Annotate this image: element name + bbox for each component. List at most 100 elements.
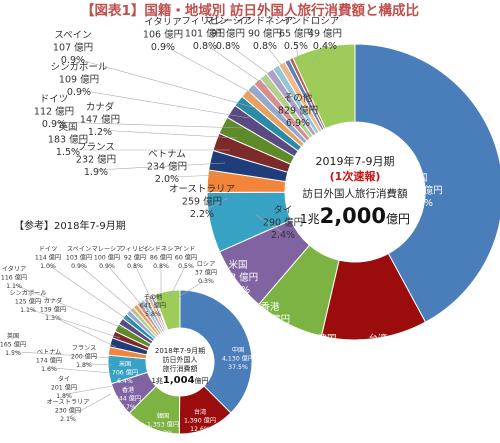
leader-line-1-10	[52, 316, 117, 348]
slice-amount-1-4: 706 億円	[112, 369, 138, 377]
slice-amount-1-20: 641 億円	[140, 302, 166, 310]
slice-amount-1-6: 230 億円	[55, 407, 81, 415]
slice-pct-1-10: 1.3%	[45, 315, 61, 322]
slice-amount-1-2: 1,353 億円	[147, 421, 179, 429]
leader-line-1-16	[134, 264, 154, 305]
leader-line-0-5	[255, 214, 284, 234]
slice-label-0-2: 韓国	[317, 334, 336, 345]
slice-label-0-19: ロシア	[311, 16, 340, 27]
center-label-ref-2: 旅行消費額	[163, 364, 198, 373]
slice-label-1-4: 米国	[119, 360, 131, 368]
slice-1-20	[153, 289, 181, 331]
slice-pct-1-20: 5.8%	[145, 311, 161, 318]
slice-pct-0-10: 1.2%	[88, 127, 112, 138]
slice-amount-0-6: 259 億円	[182, 196, 222, 208]
slice-amount-1-19: 37 億円	[195, 269, 217, 277]
slice-label-1-5: タイ	[58, 375, 70, 383]
slice-pct-0-7: 2.0%	[155, 174, 179, 185]
leader-line-1-15	[106, 264, 146, 310]
slice-pct-1-3: 7.7%	[120, 404, 136, 411]
slice-amount-0-8: 232 億円	[76, 154, 116, 166]
slice-pct-1-16: 0.8%	[127, 263, 143, 270]
leader-line-1-5	[63, 385, 113, 395]
slice-label-0-3: 香港	[260, 301, 280, 313]
slice-amount-1-11: 125 億円	[15, 298, 41, 306]
slice-amount-1-13: 114 億円	[35, 254, 61, 262]
slice-pct-0-18: 0.5%	[284, 41, 308, 52]
leader-line-1-11	[27, 308, 121, 339]
slice-pct-1-1: 12.6%	[190, 426, 210, 433]
slice-pct-1-15: 0.9%	[99, 263, 115, 270]
slice-pct-1-6: 2.1%	[60, 416, 76, 423]
slice-pct-1-19: 0.3%	[198, 278, 214, 285]
slice-label-1-20: その他	[144, 293, 163, 301]
slice-amount-1-12: 116 億円	[1, 274, 27, 282]
slice-pct-0-4: 6.6%	[226, 285, 250, 296]
slice-amount-0-4: 788 億円	[218, 272, 258, 284]
slice-label-0-8: フランス	[77, 142, 115, 153]
leader-line-1-9	[12, 351, 114, 359]
slice-pct-0-15: 0.8%	[193, 41, 217, 52]
slice-label-1-19: ロシア	[197, 261, 216, 268]
leader-line-0-14	[162, 44, 264, 100]
center-title-main: 2019年7-9月期	[316, 154, 395, 168]
slice-amount-1-3: 844 億円	[115, 395, 141, 403]
slice-label-0-0: 中国	[408, 172, 427, 184]
slice-label-0-7: ベトナム	[148, 149, 186, 160]
leader-line-1-13	[47, 264, 132, 323]
figure-title: 【図表1】国籍・地域別 訪日外国人旅行消費額と構成比	[80, 3, 420, 19]
total-suffix-ref: 億円	[195, 376, 209, 385]
slice-pct-0-9: 1.5%	[56, 147, 80, 158]
slice-pct-0-1: 11.6%	[363, 359, 393, 370]
slice-1-0	[179, 289, 253, 414]
slice-pct-1-8: 1.8%	[76, 362, 92, 369]
slice-amount-1-5: 201 億円	[51, 384, 77, 392]
slice-amount-0-14: 106 億円	[143, 29, 183, 41]
slice-label-0-15: フィリピン	[181, 16, 228, 27]
slice-label-1-12: イタリア	[2, 265, 27, 273]
slice-label-1-14: スペイン	[67, 246, 91, 253]
leader-line-0-11	[53, 121, 244, 129]
slice-pct-0-20: 6.9%	[286, 118, 310, 129]
slice-label-1-3: 香港	[122, 386, 135, 394]
slice-pct-1-4: 6.4%	[117, 378, 133, 385]
slice-amount-1-7: 174 億円	[36, 357, 62, 365]
leader-line-0-17	[264, 43, 291, 77]
slice-pct-0-0: 42.1%	[403, 198, 433, 209]
slice-label-1-0: 中国	[232, 346, 244, 354]
slice-label-0-1: 台湾	[368, 333, 388, 345]
slice-label-0-12: シンガポール	[50, 62, 108, 73]
slice-pct-1-18: 0.5%	[178, 263, 194, 270]
slice-pct-0-12: 0.9%	[67, 87, 91, 98]
leader-line-1-18	[168, 264, 187, 300]
leader-line-0-18	[295, 43, 301, 72]
slice-amount-0-12: 109 億円	[59, 74, 99, 86]
slice-label-0-4: 米国	[228, 259, 247, 271]
slice-label-1-18: インド	[177, 246, 196, 253]
slice-label-1-8: フランス	[72, 345, 97, 352]
slice-amount-1-8: 200 億円	[71, 353, 97, 361]
slice-amount-1-14: 103 億円	[66, 254, 92, 262]
total-main-ref: 1,004	[163, 375, 195, 386]
slice-label-1-6: オーストラリア	[46, 399, 89, 406]
slice-amount-0-15: 101 億円	[185, 28, 225, 40]
slice-amount-0-11: 112 億円	[34, 106, 74, 118]
slice-label-0-11: ドイツ	[40, 94, 69, 105]
total-prefix: 1兆	[300, 212, 320, 226]
slice-pct-1-5: 1.8%	[56, 393, 72, 400]
slice-amount-1-1: 1,390 億円	[184, 417, 216, 425]
slice-pct-1-17: 0.8%	[153, 263, 169, 270]
slice-amount-0-2: 915 億円	[307, 346, 347, 358]
slice-pct-1-11: 1.1%	[20, 307, 36, 314]
slice-amount-1-18: 60 億円	[175, 254, 197, 262]
slice-amount-1-17: 86 億円	[150, 254, 172, 262]
slice-pct-0-19: 0.4%	[313, 41, 337, 52]
slice-label-1-17: インドネシア	[142, 246, 179, 253]
slice-pct-0-13: 0.9%	[61, 55, 85, 66]
slice-pct-0-2: 7.6%	[315, 359, 339, 370]
slice-amount-1-9: 165 億円	[0, 341, 26, 349]
slice-pct-1-14: 0.9%	[71, 263, 87, 270]
center-total-main: 1兆2,000億円	[300, 204, 410, 228]
slice-label-1-2: 韓国	[157, 412, 169, 420]
